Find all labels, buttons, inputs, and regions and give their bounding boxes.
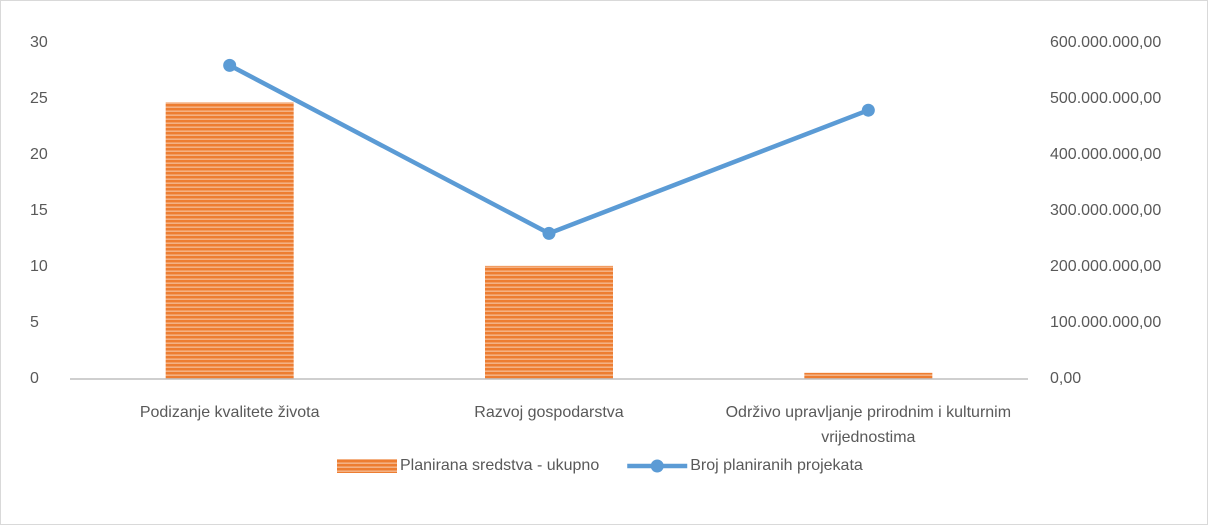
legend-label: Planirana sredstva - ukupno <box>400 457 599 474</box>
y-tick-label: 10 <box>30 258 48 275</box>
y-tick-label: 30 <box>30 34 48 51</box>
y-tick-label: 5 <box>30 314 39 331</box>
y-tick-label: 25 <box>30 90 48 107</box>
line-point <box>861 103 875 117</box>
bar <box>485 265 613 379</box>
legend-label: Broj planiranih projekata <box>690 457 863 474</box>
y2-tick-label: 0,00 <box>1050 370 1081 387</box>
legend-swatch <box>337 459 397 473</box>
line-point <box>223 58 237 72</box>
y2-tick-label: 300.000.000,00 <box>1050 202 1161 219</box>
y-tick-label: 0 <box>30 370 39 387</box>
y2-tick-label: 500.000.000,00 <box>1050 90 1161 107</box>
legend-swatch <box>650 459 664 473</box>
bar <box>804 372 933 379</box>
y-tick-label: 15 <box>30 202 48 219</box>
y2-tick-label: 600.000.000,00 <box>1050 34 1161 51</box>
y2-tick-label: 100.000.000,00 <box>1050 314 1161 331</box>
x-tick-label: Razvoj gospodarstva <box>474 404 624 421</box>
y2-tick-label: 400.000.000,00 <box>1050 146 1161 163</box>
y2-tick-label: 200.000.000,00 <box>1050 258 1161 275</box>
bar <box>165 102 294 380</box>
y-tick-label: 20 <box>30 146 48 163</box>
x-tick-label: Podizanje kvalitete života <box>139 404 320 421</box>
x-tick-label: Održivo upravljanje prirodnim i kulturni… <box>725 404 1012 446</box>
line-point <box>542 226 556 240</box>
